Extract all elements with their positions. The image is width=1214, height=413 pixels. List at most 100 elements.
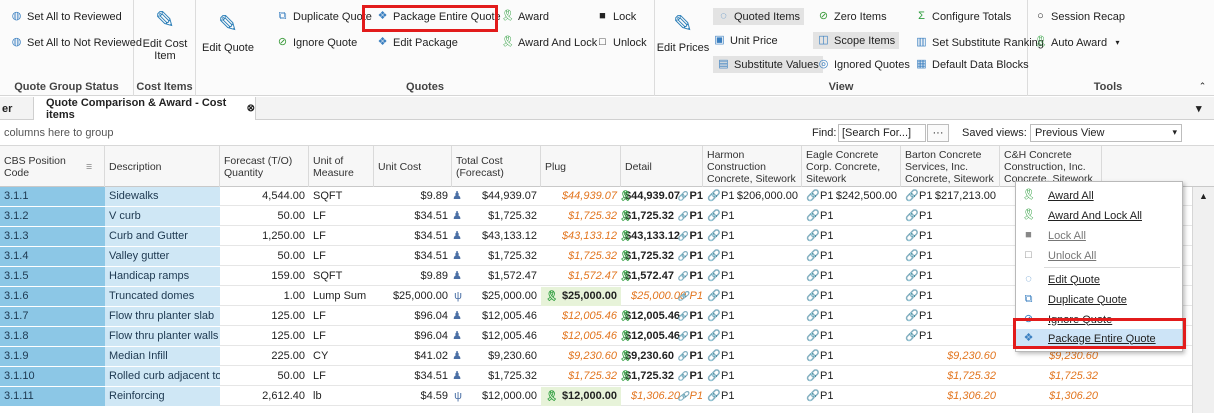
cell-uom[interactable]: SQFT: [309, 267, 374, 286]
cell-q2[interactable]: 🔗 P1: [802, 347, 901, 366]
link-icon[interactable]: 🔗: [905, 230, 919, 242]
cell-q3[interactable]: $217,213.00 🔗 P1: [901, 187, 1000, 206]
cell-detail[interactable]: $9,230.60 🎗 🔗 P1: [619, 347, 703, 366]
cell-total[interactable]: $44,939.07: [452, 187, 541, 206]
table-row[interactable]: 3.1.3 Curb and Gutter 1,250.00 LF ♟ $34.51 $43…: [0, 227, 1192, 246]
session-recap-button[interactable]: ○ Session Recap: [1034, 10, 1125, 23]
col-header-cbs[interactable]: CBS Position Code ≡: [0, 146, 105, 187]
cell-cbs[interactable]: 3.1.8: [0, 327, 105, 346]
cell-total[interactable]: $25,000.00: [452, 287, 541, 306]
cell-total[interactable]: $1,572.47: [452, 267, 541, 286]
link-icon[interactable]: 🔗: [677, 231, 689, 241]
table-row[interactable]: 3.1.10 Rolled curb adjacent to... 50.00 LF ♟…: [0, 367, 1192, 386]
link-icon[interactable]: 🔗: [707, 270, 721, 282]
link-icon[interactable]: 🔗: [806, 210, 820, 222]
cell-cbs[interactable]: 3.1.10: [0, 367, 105, 386]
link-icon[interactable]: 🔗: [905, 330, 919, 342]
context-menu-item-unlock-all[interactable]: □ Unlock All: [1016, 246, 1182, 265]
link-icon[interactable]: 🔗: [905, 270, 919, 282]
table-row[interactable]: 3.1.2 V curb 50.00 LF ♟ $34.51 $1,725.32 $1,725…: [0, 207, 1192, 226]
award-button[interactable]: 🎗 Award: [501, 10, 549, 23]
link-icon[interactable]: 🔗: [707, 370, 721, 382]
col-header-plug[interactable]: Plug: [541, 146, 621, 187]
context-menu-item-duplicate-quote[interactable]: ⧉ Duplicate Quote: [1016, 290, 1182, 309]
cell-uom[interactable]: CY: [309, 347, 374, 366]
context-menu-item-package-entire-quote[interactable]: ❖ Package Entire Quote: [1016, 329, 1182, 348]
cell-q4[interactable]: $1,725.32: [1000, 367, 1102, 386]
link-icon[interactable]: 🔗: [707, 390, 721, 402]
cell-q1[interactable]: $206,000.00 🔗 P1: [703, 187, 802, 206]
table-row[interactable]: 3.1.9 Median Infill 225.00 CY ♟ $41.02 $9,230.…: [0, 347, 1192, 366]
collapse-ribbon-button[interactable]: ⌃: [1196, 80, 1209, 93]
link-icon[interactable]: 🔗: [677, 371, 689, 381]
cell-qty[interactable]: 2,612.40: [220, 387, 309, 406]
cell-unit_cost[interactable]: ♟ $96.04: [374, 327, 462, 346]
cell-q2[interactable]: 🔗 P1: [802, 287, 901, 306]
cell-desc[interactable]: Sidewalks: [105, 187, 220, 206]
cell-q2[interactable]: 🔗 P1: [802, 247, 901, 266]
cell-q1[interactable]: 🔗 P1: [703, 267, 802, 286]
cell-q3[interactable]: 🔗 P1: [901, 267, 1000, 286]
cell-detail[interactable]: $43,133.12 🎗 🔗 P1: [619, 227, 703, 246]
cell-q4[interactable]: $1,306.20: [1000, 387, 1102, 406]
link-icon[interactable]: 🔗: [677, 211, 689, 221]
set-all-reviewed-button[interactable]: ◍ Set All to Reviewed: [10, 10, 122, 23]
ignore-quote-button[interactable]: ⊘ Ignore Quote: [276, 36, 357, 49]
cell-uom[interactable]: LF: [309, 207, 374, 226]
cell-cbs[interactable]: 3.1.11: [0, 387, 105, 406]
cell-total[interactable]: $1,725.32: [452, 367, 541, 386]
cell-desc[interactable]: Reinforcing: [105, 387, 220, 406]
cell-q1[interactable]: 🔗 P1: [703, 327, 802, 346]
link-icon[interactable]: 🔗: [806, 310, 820, 322]
link-icon[interactable]: 🔗: [905, 290, 919, 302]
cell-desc[interactable]: Flow thru planter slab: [105, 307, 220, 326]
cell-q3[interactable]: 🔗 P1: [901, 247, 1000, 266]
cell-plug[interactable]: $1,572.47: [541, 267, 621, 286]
cell-q1[interactable]: 🔗 P1: [703, 307, 802, 326]
edit-package-button[interactable]: ❖ Edit Package: [376, 36, 458, 49]
find-options-button[interactable]: ···: [927, 124, 949, 142]
cell-q3[interactable]: 🔗 P1: [901, 327, 1000, 346]
link-icon[interactable]: 🔗: [677, 191, 689, 201]
cell-q1[interactable]: 🔗 P1: [703, 387, 802, 406]
duplicate-quote-button[interactable]: ⧉ Duplicate Quote: [276, 10, 372, 23]
tab-quote-comparison[interactable]: Quote Comparison & Award - Cost items ⊗: [34, 97, 256, 121]
cell-cbs[interactable]: 3.1.3: [0, 227, 105, 246]
cell-q2[interactable]: 🔗 P1: [802, 207, 901, 226]
cell-cbs[interactable]: 3.1.9: [0, 347, 105, 366]
col-header-total[interactable]: Total Cost (Forecast): [452, 146, 541, 187]
cell-unit_cost[interactable]: ψ $4.59: [374, 387, 462, 406]
col-header-barton[interactable]: Barton Concrete Services, Inc. Concrete,…: [901, 146, 1000, 187]
cell-cbs[interactable]: 3.1.1: [0, 187, 105, 206]
table-row[interactable]: 3.1.5 Handicap ramps 159.00 SQFT ♟ $9.89 $1,57…: [0, 267, 1192, 286]
cell-uom[interactable]: LF: [309, 307, 374, 326]
cell-q1[interactable]: 🔗 P1: [703, 347, 802, 366]
cell-plug[interactable]: $44,939.07: [541, 187, 621, 206]
cell-q2[interactable]: 🔗 P1: [802, 307, 901, 326]
cell-plug[interactable]: $9,230.60: [541, 347, 621, 366]
link-icon[interactable]: 🔗: [806, 190, 820, 202]
link-icon[interactable]: 🔗: [905, 210, 919, 222]
link-icon[interactable]: 🔗: [806, 230, 820, 242]
cell-qty[interactable]: 125.00: [220, 307, 309, 326]
cell-detail[interactable]: $1,725.32 🎗 🔗 P1: [619, 247, 703, 266]
cell-qty[interactable]: 125.00: [220, 327, 309, 346]
cell-uom[interactable]: lb: [309, 387, 374, 406]
find-input[interactable]: [Search For...]: [838, 124, 926, 142]
edit-prices-button[interactable]: ✎ Edit Prices: [657, 10, 710, 55]
unit-price-toggle[interactable]: ▣ Unit Price: [713, 34, 777, 47]
cell-desc[interactable]: Truncated domes: [105, 287, 220, 306]
cell-plug[interactable]: 🎗 $12,000.00: [541, 387, 621, 406]
link-icon[interactable]: 🔗: [905, 310, 919, 322]
context-menu-item-award-and-lock-all[interactable]: 🎗 Award And Lock All: [1016, 206, 1182, 225]
link-icon[interactable]: 🔗: [707, 190, 721, 202]
col-header-harmon[interactable]: Harmon Construction Concrete, Sitework: [703, 146, 802, 187]
configure-totals-button[interactable]: Σ Configure Totals: [915, 10, 1011, 23]
cell-cbs[interactable]: 3.1.7: [0, 307, 105, 326]
link-icon[interactable]: 🔗: [905, 190, 919, 202]
cell-q3[interactable]: 🔗 P1: [901, 227, 1000, 246]
cell-cbs[interactable]: 3.1.2: [0, 207, 105, 226]
cell-q1[interactable]: 🔗 P1: [703, 247, 802, 266]
cell-plug[interactable]: $12,005.46: [541, 327, 621, 346]
link-icon[interactable]: 🔗: [905, 250, 919, 262]
